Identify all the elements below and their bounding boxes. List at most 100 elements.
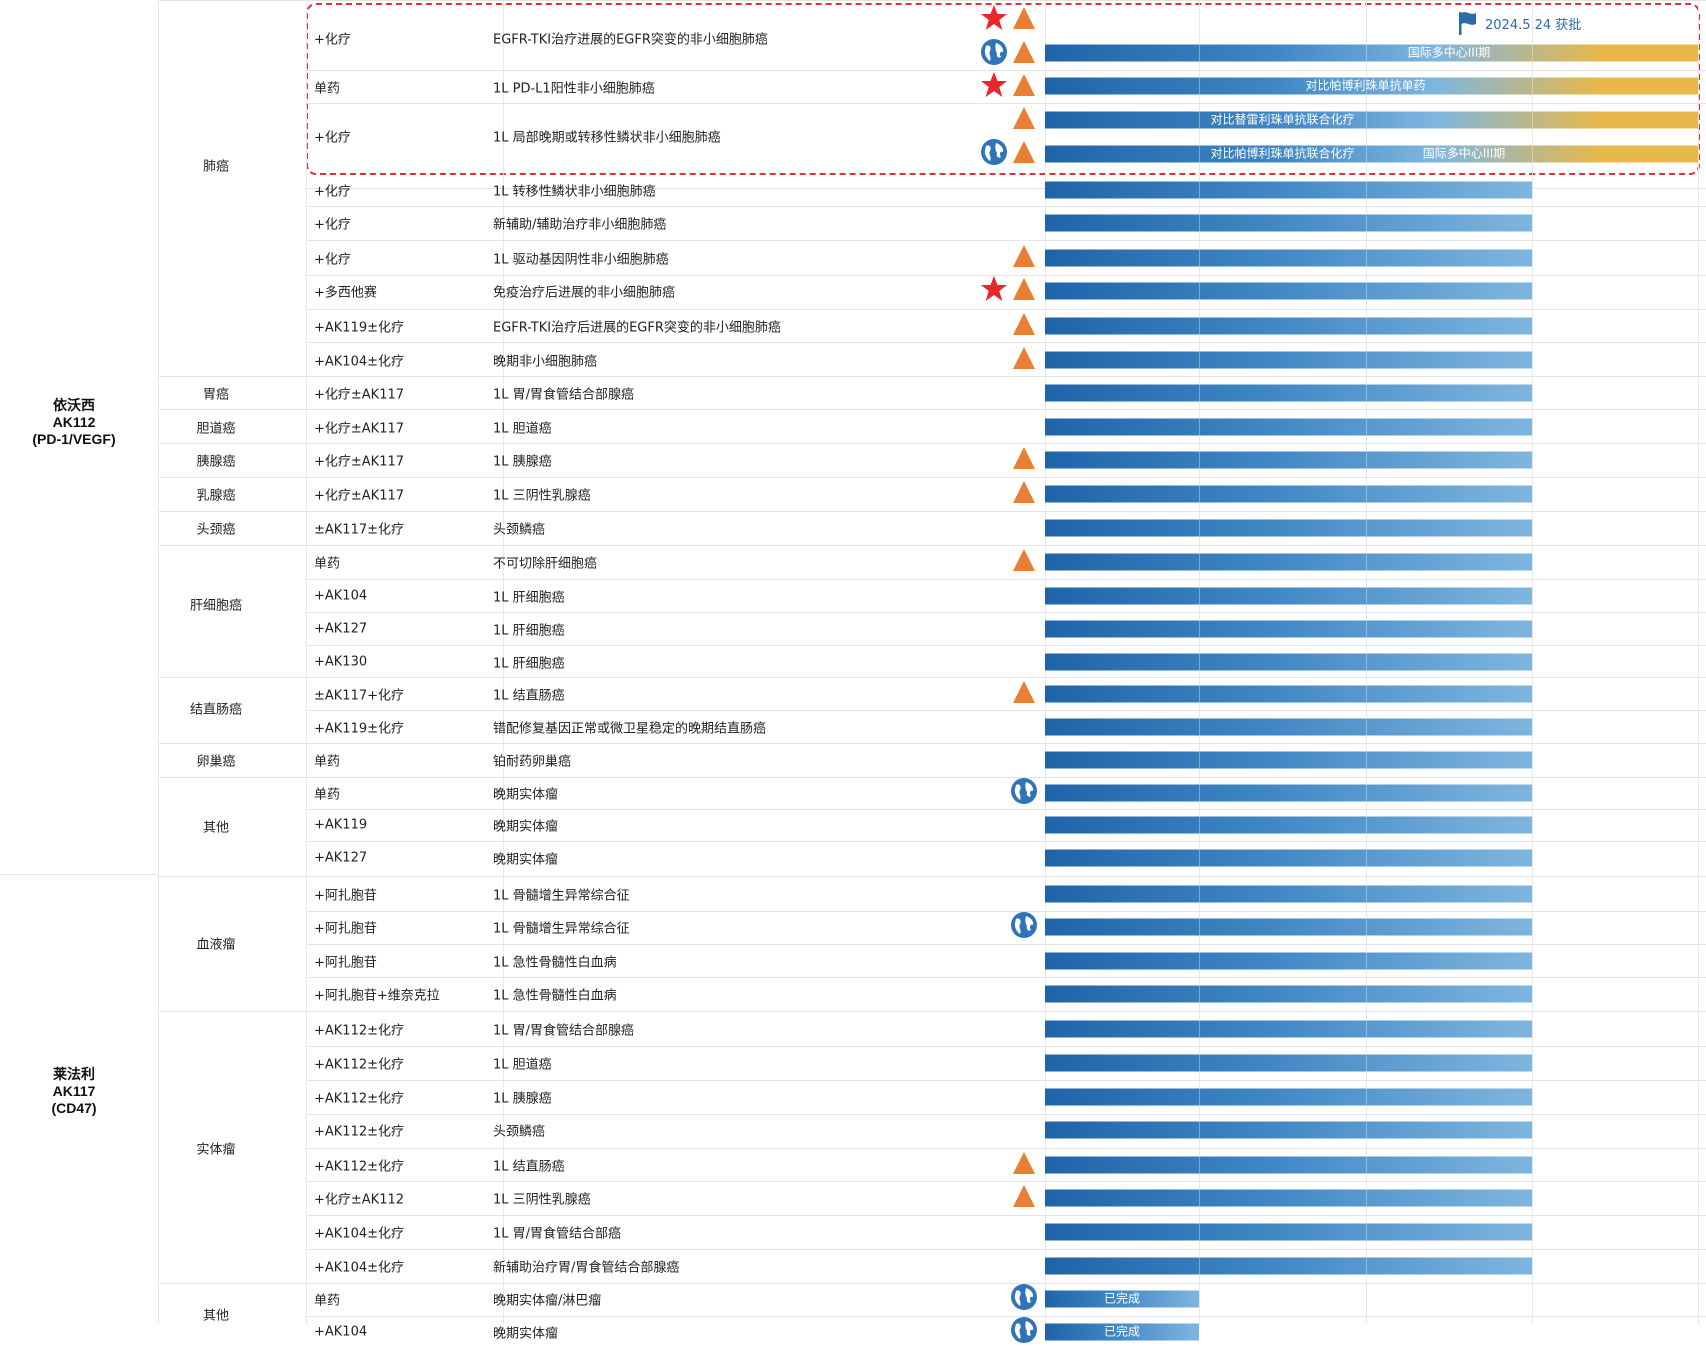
stage-separator bbox=[1199, 44, 1200, 62]
row-divider bbox=[306, 376, 1706, 377]
stage-separator bbox=[1199, 77, 1200, 95]
indication-description: 1L 急性骨髓性白血病 bbox=[493, 988, 617, 1004]
progress-bar bbox=[1045, 282, 1532, 300]
indication-description: 1L 胰腺癌 bbox=[493, 1091, 552, 1107]
progress-bar bbox=[1045, 1121, 1532, 1139]
progress-bar bbox=[1045, 451, 1532, 469]
indication-description: EGFR-TKI治疗后进展的EGFR突变的非小细胞肺癌 bbox=[493, 320, 781, 336]
stage-separator bbox=[1366, 451, 1367, 469]
progress-bar bbox=[1045, 1257, 1532, 1275]
indication-description: 晚期实体瘤 bbox=[493, 1326, 559, 1342]
indication-label: 肺癌 bbox=[202, 159, 229, 175]
globe-icon bbox=[980, 138, 1008, 170]
progress-bar bbox=[1045, 519, 1532, 537]
progress-bar bbox=[1045, 1020, 1532, 1038]
progress-bar bbox=[1045, 1088, 1532, 1106]
triangle-icon bbox=[1010, 1149, 1038, 1181]
progress-bar bbox=[1045, 849, 1532, 867]
stage-separator bbox=[1366, 885, 1367, 903]
indication-description: 免疫治疗后进展的非小细胞肺癌 bbox=[493, 285, 676, 301]
combination-label: +化疗 bbox=[314, 184, 351, 200]
globe-icon bbox=[1010, 777, 1038, 809]
stage-separator bbox=[1199, 282, 1200, 300]
progress-bar bbox=[1045, 214, 1532, 232]
combination-label: +AK127 bbox=[314, 621, 368, 637]
stage-separator bbox=[1366, 653, 1367, 671]
indication-description: 晚期实体瘤 bbox=[493, 819, 559, 835]
bar-label: 国际多中心III期 bbox=[1407, 45, 1491, 60]
stage-separator bbox=[1366, 111, 1367, 129]
combination-label: +AK104 bbox=[314, 588, 368, 604]
drug-label-ak117: 莱法利 AK117 (CD47) bbox=[0, 1066, 148, 1117]
indication-description: 1L 肝细胞癌 bbox=[493, 623, 565, 639]
stage-separator bbox=[1366, 849, 1367, 867]
stage-separator bbox=[1199, 952, 1200, 970]
combination-label: +阿扎胞苷+维奈克拉 bbox=[314, 988, 440, 1004]
stage-separator bbox=[1199, 587, 1200, 605]
row-divider bbox=[306, 342, 1706, 343]
indication-description: 铂耐药卵巢癌 bbox=[493, 754, 572, 770]
combination-label: +化疗 bbox=[314, 252, 351, 268]
indication-label: 血液瘤 bbox=[196, 937, 236, 953]
stage-separator bbox=[1366, 1121, 1367, 1139]
progress-bar bbox=[1045, 317, 1532, 335]
stage-separator bbox=[1366, 317, 1367, 335]
drug-code: AK117 bbox=[52, 1083, 96, 1099]
progress-bar bbox=[1045, 784, 1532, 802]
row-divider bbox=[306, 206, 1706, 207]
stage-separator bbox=[1366, 620, 1367, 638]
progress-bar: 已完成 bbox=[1045, 1323, 1199, 1341]
indication-label: 其他 bbox=[202, 820, 229, 836]
row-divider bbox=[306, 511, 1706, 512]
indication-description: 不可切除肝细胞癌 bbox=[493, 556, 598, 572]
row-divider bbox=[158, 876, 306, 877]
combination-label: +化疗 bbox=[314, 217, 351, 233]
progress-bar: 对比帕博利珠单抗单药 bbox=[1045, 77, 1698, 95]
row-divider bbox=[306, 579, 1706, 580]
stage-separator bbox=[1532, 111, 1533, 129]
row-divider bbox=[158, 477, 306, 478]
stage-separator bbox=[1199, 784, 1200, 802]
indication-description: 1L 骨髓增生异常综合征 bbox=[493, 888, 630, 904]
indication-description: 1L 转移性鳞状非小细胞肺癌 bbox=[493, 184, 656, 200]
indication-description: 晚期非小细胞肺癌 bbox=[493, 354, 598, 370]
row-divider bbox=[158, 677, 306, 678]
row-divider bbox=[158, 545, 306, 546]
stage-separator bbox=[1366, 418, 1367, 436]
bar-label: 对比帕博利珠单抗联合化疗 bbox=[1210, 146, 1355, 161]
row-divider bbox=[306, 309, 1706, 310]
triangle-icon bbox=[1010, 275, 1038, 307]
row-divider bbox=[306, 70, 1706, 71]
stage-separator bbox=[1199, 181, 1200, 199]
indication-description: 头颈鳞癌 bbox=[493, 1124, 546, 1140]
indication-label: 胰腺癌 bbox=[196, 454, 236, 470]
highlight-dashed-box bbox=[306, 3, 1700, 175]
indication-description: 错配修复基因正常或微卫星稳定的晚期结直肠癌 bbox=[493, 721, 767, 737]
stage-separator bbox=[1199, 111, 1200, 129]
stage-separator bbox=[1366, 718, 1367, 736]
stage-separator bbox=[1199, 653, 1200, 671]
indication-description: 1L 三阴性乳腺癌 bbox=[493, 1192, 591, 1208]
drug-target: (PD-1/VEGF) bbox=[32, 431, 116, 447]
indication-description: 1L 结直肠癌 bbox=[493, 688, 565, 704]
combination-label: +化疗±AK117 bbox=[314, 454, 405, 470]
stage-separator bbox=[1366, 77, 1367, 95]
indication-description: 1L 胆道癌 bbox=[493, 421, 552, 437]
indication-label: 胆道癌 bbox=[196, 421, 236, 437]
progress-bar bbox=[1045, 985, 1532, 1003]
bar-label: 已完成 bbox=[1103, 1291, 1140, 1306]
stage-separator bbox=[1532, 44, 1533, 62]
row-divider bbox=[158, 443, 306, 444]
row-divider bbox=[158, 1283, 306, 1284]
stage-separator bbox=[1366, 784, 1367, 802]
indication-label: 其他 bbox=[202, 1308, 229, 1324]
row-divider bbox=[158, 1011, 306, 1012]
stage-separator bbox=[1199, 351, 1200, 369]
stage-separator bbox=[1366, 553, 1367, 571]
row-divider bbox=[306, 743, 1706, 744]
stage-separator bbox=[1366, 214, 1367, 232]
row-divider bbox=[306, 1011, 1706, 1012]
stage-separator bbox=[1199, 1020, 1200, 1038]
stage-separator bbox=[1199, 849, 1200, 867]
stage-separator bbox=[1199, 918, 1200, 936]
